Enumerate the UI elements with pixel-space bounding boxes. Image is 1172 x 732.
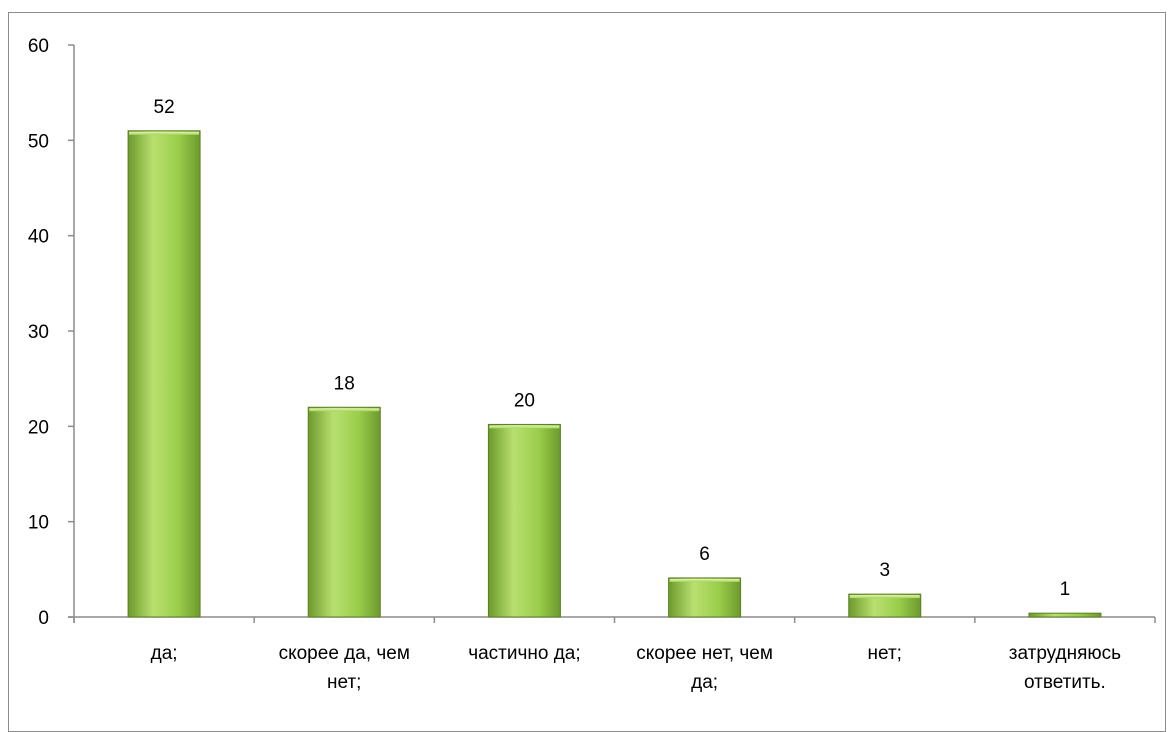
bar-top-bevel [849,595,920,599]
category-label: затрудняюсь [1009,643,1121,664]
category-label: частично да; [468,643,580,664]
data-label: 18 [334,373,355,394]
bar-top-bevel [489,425,560,429]
labels-group: 0 10 20 30 40 50 60 52 да; 18 скорее да, чем нет; 20… [28,36,1121,693]
data-label: 1 [1060,579,1071,600]
category-label: скорее да, чем [279,643,410,664]
bars-group [127,130,1102,618]
chart-frame [8,12,1166,732]
y-tick-label: 30 [28,322,49,343]
y-tick-label: 60 [28,36,49,57]
bar [1028,612,1102,618]
axes [68,44,1156,623]
category-label: да; [691,672,718,693]
data-label: 20 [514,390,535,411]
bar-top-bevel [309,408,380,412]
y-tick-label: 0 [38,608,49,629]
category-label: нет; [868,643,902,664]
y-tick-label: 10 [28,513,49,534]
bar [668,577,742,618]
bar [487,423,561,618]
bar [848,593,922,618]
bar-top-bevel [669,578,740,582]
data-label: 3 [879,560,890,581]
bar [127,130,201,618]
y-tick-label: 40 [28,227,49,248]
category-label: нет; [327,672,361,693]
data-label: 6 [699,544,710,565]
bar-chart: 0 10 20 30 40 50 60 52 да; 18 скорее да, чем нет; 20… [28,36,1156,693]
bar-top-bevel [129,131,200,135]
bar [307,406,381,618]
y-tick-label: 20 [28,417,49,438]
y-tick-label: 50 [28,131,49,152]
category-label: ответить. [1024,672,1106,693]
category-label: скорее нет, чем [636,643,773,664]
data-label: 52 [154,97,175,118]
category-label: да; [151,643,178,664]
